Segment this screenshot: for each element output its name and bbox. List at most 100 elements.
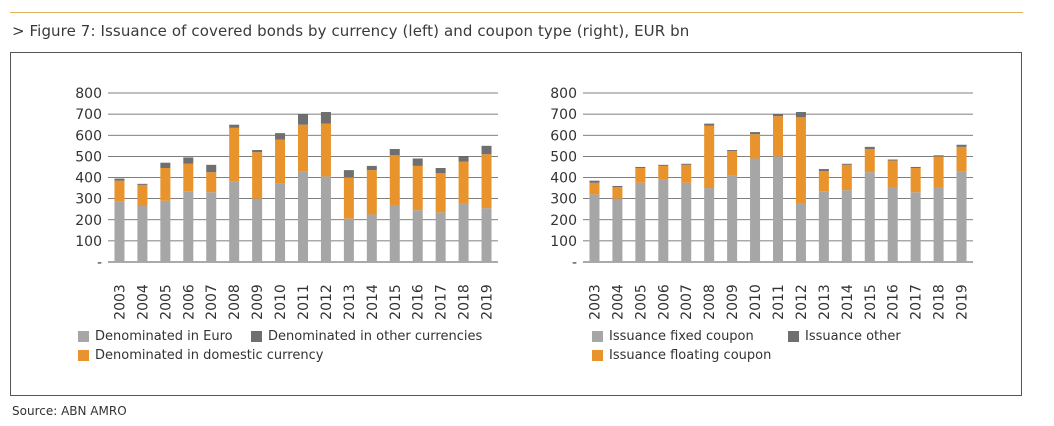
chart-frame <box>10 52 1022 396</box>
legend-label: Issuance fixed coupon <box>609 329 754 344</box>
bar-segment <box>750 132 761 135</box>
bar-segment <box>320 176 331 262</box>
bar-segment <box>658 179 669 262</box>
x-tick-label: 2014 <box>365 284 381 320</box>
bar-segment <box>635 182 646 262</box>
bar-segment <box>612 187 623 199</box>
bar-segment <box>137 183 148 185</box>
bar-segment <box>956 146 967 172</box>
y-tick-label: 600 <box>550 128 577 144</box>
bar-segment <box>841 163 852 165</box>
bar-segment <box>160 200 171 262</box>
bar-segment <box>114 201 125 262</box>
x-tick-label: 2016 <box>886 284 902 320</box>
bar-segment <box>933 156 944 188</box>
bar-segment <box>298 114 308 125</box>
bar-segment <box>343 218 354 262</box>
y-tick-label: 300 <box>75 192 102 208</box>
bar-segment <box>412 165 423 211</box>
bar-segment <box>910 192 921 262</box>
bar-segment <box>818 191 829 262</box>
bar-segment <box>589 194 600 262</box>
y-tick-label: 500 <box>550 149 577 165</box>
bar-segment <box>298 124 308 172</box>
bar-segment <box>320 123 331 177</box>
x-tick-label: 2007 <box>679 284 695 320</box>
bar-segment <box>114 178 125 181</box>
bar-segment <box>887 160 898 188</box>
x-tick-label: 2009 <box>725 284 741 320</box>
bar-segment <box>206 172 217 193</box>
bar-segment <box>704 188 715 262</box>
bar-segment <box>612 198 623 262</box>
bar-segment <box>887 187 898 262</box>
y-tick-label: 100 <box>550 234 577 250</box>
x-tick-label: 2019 <box>955 284 971 320</box>
bar-segment <box>818 171 829 192</box>
x-tick-label: 2011 <box>771 284 787 320</box>
bar-segment <box>795 203 806 262</box>
y-tick-label: 800 <box>75 86 102 102</box>
bar-segment <box>481 145 492 155</box>
bar-segment <box>481 154 492 209</box>
x-tick-label: 2012 <box>319 284 335 320</box>
x-tick-label: 2009 <box>250 284 266 320</box>
top-rule <box>10 12 1023 13</box>
bar-segment <box>366 165 377 171</box>
bar-segment <box>750 158 761 262</box>
bar-segment <box>933 187 944 262</box>
bar-segment <box>114 180 125 202</box>
bar-segment <box>412 210 423 262</box>
legend-label: Issuance floating coupon <box>609 348 772 363</box>
legend-label: Issuance other <box>805 329 901 344</box>
bar-segment <box>956 171 967 262</box>
bar-segment <box>229 127 240 182</box>
y-tick-label: - <box>97 255 102 271</box>
x-tick-label: 2004 <box>610 284 626 320</box>
x-tick-label: 2018 <box>457 284 473 320</box>
bar-segment <box>933 155 944 157</box>
bar-segment <box>864 172 875 262</box>
bar-segment <box>681 182 692 262</box>
x-tick-label: 2004 <box>135 284 151 320</box>
legend-swatch <box>592 331 603 342</box>
x-tick-label: 2015 <box>388 284 404 320</box>
bar-segment <box>435 212 446 262</box>
bar-segment <box>681 164 692 183</box>
x-tick-label: 2015 <box>863 284 879 320</box>
legend-item: Denominated in Euro <box>78 329 233 344</box>
x-tick-label: 2018 <box>932 284 948 320</box>
bar-segment <box>864 146 875 149</box>
bar-segment <box>252 198 263 262</box>
y-tick-label: 700 <box>75 107 102 123</box>
bar-segment <box>841 164 852 191</box>
bar-segment <box>183 191 194 262</box>
chart-left: - 100 200 300 400 500 600 700 800 2003 2004 2005 200… <box>60 86 510 326</box>
x-tick-label: 2005 <box>158 284 174 320</box>
x-tick-label: 2013 <box>342 284 358 320</box>
bar-segment <box>589 182 600 195</box>
x-tick-label: 2019 <box>480 284 496 320</box>
y-tick-label: 700 <box>550 107 577 123</box>
x-tick-label: 2007 <box>204 284 220 320</box>
legend-item: Issuance other <box>788 329 901 344</box>
bar-segment <box>229 124 240 128</box>
bar-segment <box>481 208 492 262</box>
bar-segment <box>727 151 738 176</box>
bar-segment <box>458 161 469 204</box>
legend-item: Denominated in other currencies <box>251 329 482 344</box>
bar-segment <box>841 190 852 262</box>
bar-segment <box>275 133 286 140</box>
bar-segment <box>389 148 400 156</box>
bar-segment <box>343 177 354 219</box>
bar-segment <box>252 152 263 199</box>
bar-segment <box>773 114 783 117</box>
bar-segment <box>773 116 783 157</box>
source-note: Source: ABN AMRO <box>12 404 127 418</box>
bar-segment <box>818 169 829 172</box>
y-tick-label: 500 <box>75 149 102 165</box>
figure-title: > Figure 7: Issuance of covered bonds by… <box>12 22 690 40</box>
x-tick-label: 2008 <box>702 284 718 320</box>
x-tick-label: 2010 <box>273 284 289 320</box>
legend-label: Denominated in domestic currency <box>95 348 324 363</box>
